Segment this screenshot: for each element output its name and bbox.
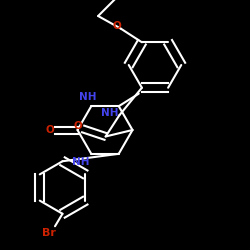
Text: Br: Br [42, 228, 56, 237]
Text: NH: NH [79, 92, 96, 102]
Text: NH: NH [72, 157, 90, 167]
Text: NH: NH [100, 108, 118, 118]
Text: O: O [112, 20, 121, 30]
Text: O: O [45, 125, 54, 135]
Text: O: O [74, 122, 82, 132]
